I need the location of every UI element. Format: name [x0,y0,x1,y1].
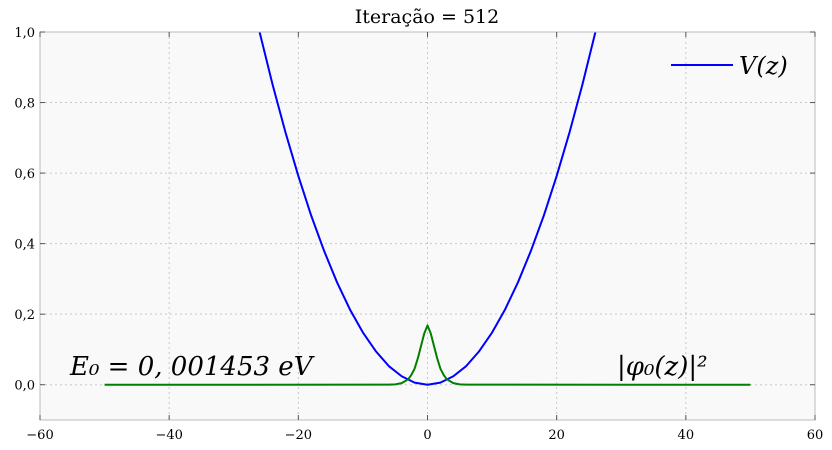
chart-title: Iteração = 512 [355,6,499,28]
x-tick-label: −40 [155,428,182,443]
y-tick-label: 0,2 [14,308,35,323]
legend: V(z) [671,52,788,80]
x-tick-label: 0 [423,428,431,443]
potential-curve [258,31,597,386]
y-tick-label: 0,4 [14,238,35,253]
y-tick-label: 0,0 [14,379,35,394]
y-tick-label: 1,0 [14,26,35,41]
y-tick-label: 0,6 [14,167,35,182]
probability-density-curve [104,324,751,386]
x-tick-label: 40 [678,428,695,443]
x-tick-label: 60 [807,428,824,443]
series-layer [104,31,751,386]
energy-annotation: E₀ = 0, 001453 eV [69,352,315,382]
plot-area [40,32,815,420]
y-tick-label: 0,8 [14,97,35,112]
legend-label-vz: V(z) [739,52,788,80]
x-tick-label: −20 [285,428,312,443]
x-tick-label: −60 [26,428,53,443]
ticks: −60 −40 −20 0 20 40 60 0,0 0,2 0,4 0,6 0,8 1,0 [14,26,823,443]
x-tick-label: 20 [548,428,565,443]
wavefunction-annotation: |φ₀(z)|² [617,352,708,382]
